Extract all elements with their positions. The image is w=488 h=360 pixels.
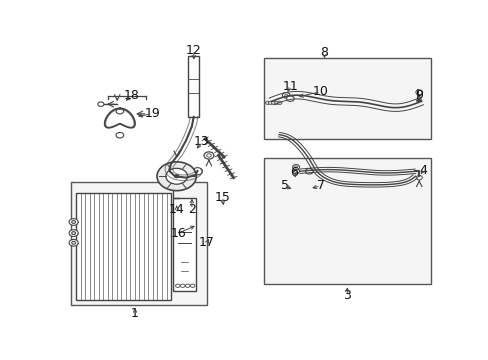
Text: 3: 3 [343, 289, 350, 302]
Circle shape [116, 108, 123, 114]
Text: 15: 15 [214, 190, 230, 203]
Circle shape [206, 154, 211, 157]
Text: 16: 16 [170, 226, 186, 240]
Text: 4: 4 [418, 164, 426, 177]
Circle shape [157, 162, 196, 191]
Circle shape [116, 132, 123, 138]
Circle shape [265, 101, 269, 104]
Text: 13: 13 [193, 135, 209, 148]
Circle shape [72, 221, 75, 223]
Text: 2: 2 [187, 203, 195, 216]
Circle shape [274, 101, 279, 104]
Circle shape [72, 242, 75, 244]
Circle shape [284, 94, 287, 96]
Circle shape [292, 165, 299, 170]
Circle shape [185, 284, 189, 287]
Circle shape [286, 96, 294, 102]
Circle shape [292, 169, 299, 174]
Bar [76, 193, 171, 300]
Bar [188, 56, 199, 117]
Circle shape [271, 101, 275, 104]
Text: 14: 14 [168, 203, 184, 216]
Text: 12: 12 [185, 44, 201, 57]
Circle shape [190, 284, 195, 287]
Circle shape [165, 168, 187, 184]
Text: 7: 7 [316, 179, 324, 193]
Circle shape [415, 175, 422, 180]
Circle shape [294, 170, 297, 172]
Circle shape [98, 102, 104, 107]
Bar [264, 58, 430, 139]
Text: 17: 17 [199, 236, 215, 249]
Text: 18: 18 [123, 89, 139, 102]
Bar [70, 182, 206, 305]
Text: 5: 5 [280, 179, 288, 193]
Circle shape [192, 168, 202, 175]
Bar [264, 158, 430, 284]
Circle shape [268, 101, 272, 104]
Circle shape [415, 90, 422, 95]
Circle shape [203, 152, 213, 159]
Circle shape [69, 219, 78, 225]
Circle shape [277, 101, 282, 104]
Circle shape [175, 284, 180, 287]
Circle shape [69, 230, 78, 237]
Text: 10: 10 [312, 85, 328, 98]
Circle shape [180, 284, 184, 287]
Circle shape [282, 93, 289, 98]
Circle shape [72, 232, 75, 234]
Text: 6: 6 [290, 166, 298, 179]
Circle shape [174, 175, 179, 178]
Text: 19: 19 [144, 107, 160, 120]
Text: 11: 11 [282, 80, 298, 93]
Circle shape [69, 239, 78, 246]
Circle shape [305, 168, 312, 174]
Text: 8: 8 [320, 46, 328, 59]
Text: 1: 1 [131, 307, 139, 320]
Bar [173, 198, 195, 291]
Circle shape [294, 166, 297, 168]
Text: 9: 9 [414, 89, 422, 102]
